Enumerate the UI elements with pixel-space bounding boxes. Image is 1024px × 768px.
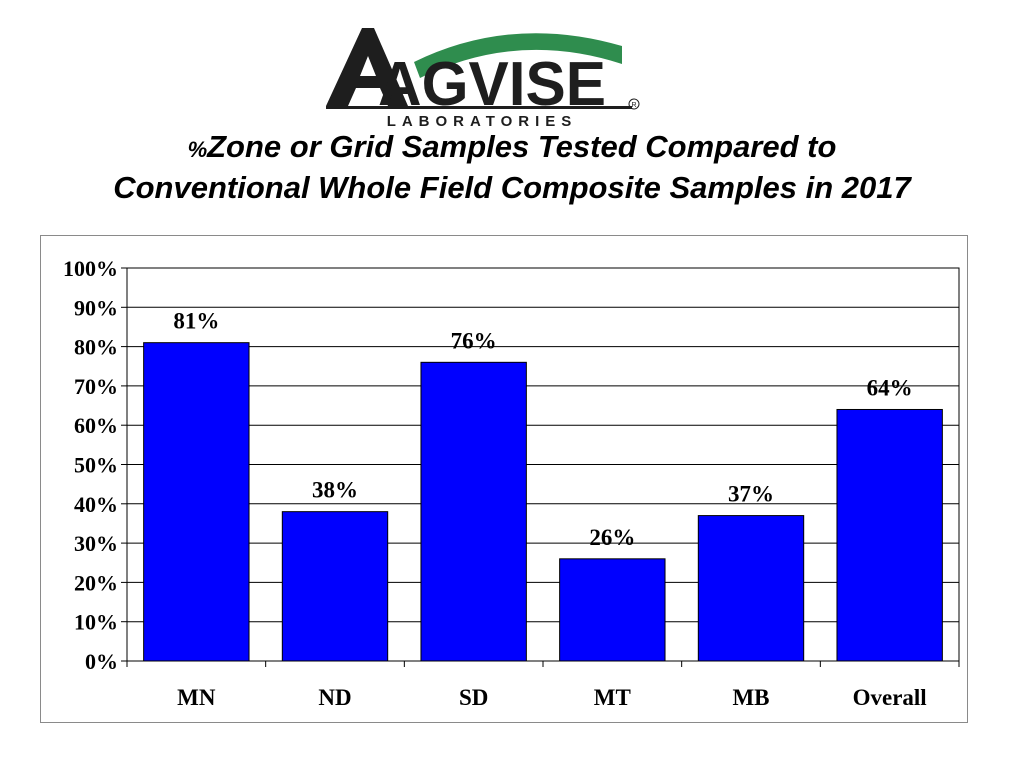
bar bbox=[559, 558, 666, 662]
bar-data-label: 26% bbox=[589, 525, 635, 550]
bar bbox=[697, 515, 805, 662]
chart-frame: 0% 10% 20% 30% 40% 50% 60% 70% 80% 90% 100% 81% MN 38… bbox=[40, 235, 968, 723]
logo-underline bbox=[326, 106, 632, 109]
bar bbox=[836, 408, 943, 662]
bar bbox=[281, 511, 389, 662]
bar-data-label: 37% bbox=[728, 482, 774, 507]
logo-swoosh bbox=[414, 33, 622, 78]
bar-data-label: 64% bbox=[867, 375, 913, 400]
bar-data-label: 76% bbox=[451, 328, 497, 353]
y-tick-label: 60% bbox=[74, 413, 118, 438]
logo-swoosh-inner bbox=[432, 56, 612, 82]
y-tick-label: 10% bbox=[74, 610, 118, 635]
x-category-label: Overall bbox=[853, 685, 927, 710]
logo-a-shape bbox=[326, 28, 408, 106]
bar-data-label: 38% bbox=[312, 478, 358, 503]
y-tick-label: 20% bbox=[74, 570, 118, 595]
bar-chart: 0% 10% 20% 30% 40% 50% 60% 70% 80% 90% 100% 81% MN 38… bbox=[63, 256, 960, 710]
bar-data-label: 81% bbox=[173, 309, 219, 334]
title-percent-prefix: % bbox=[187, 137, 208, 162]
y-tick-label: 40% bbox=[74, 492, 118, 517]
registered-mark bbox=[628, 98, 640, 110]
y-tick-label: 70% bbox=[74, 374, 118, 399]
title-line1-text: Zone or Grid Samples Tested Compared to bbox=[207, 129, 837, 164]
x-category-label: MB bbox=[732, 685, 769, 710]
y-tick-label: 50% bbox=[74, 453, 118, 478]
y-tick-label: 90% bbox=[74, 295, 118, 320]
chart-title-line1: %Zone or Grid Samples Tested Compared to bbox=[0, 131, 1024, 162]
x-category-label: SD bbox=[459, 685, 488, 710]
agvise-logo: AGVISE LABORATORIES R bbox=[322, 22, 642, 134]
y-tick-label: 30% bbox=[74, 531, 118, 556]
logo-graphic: AGVISE LABORATORIES R bbox=[326, 28, 640, 130]
bar bbox=[420, 361, 527, 662]
chart-title-line2: Conventional Whole Field Composite Sampl… bbox=[113, 170, 911, 205]
x-category-label: MN bbox=[177, 685, 216, 710]
x-category-label: MT bbox=[594, 685, 631, 710]
y-tick-label: 80% bbox=[74, 335, 118, 360]
registered-mark-letter: R bbox=[631, 102, 636, 109]
y-tick-label: 0% bbox=[85, 649, 118, 674]
y-tick-label: 100% bbox=[63, 256, 118, 281]
x-category-label: ND bbox=[318, 685, 351, 710]
bar bbox=[143, 342, 250, 662]
logo-subtitle: LABORATORIES bbox=[387, 113, 578, 130]
